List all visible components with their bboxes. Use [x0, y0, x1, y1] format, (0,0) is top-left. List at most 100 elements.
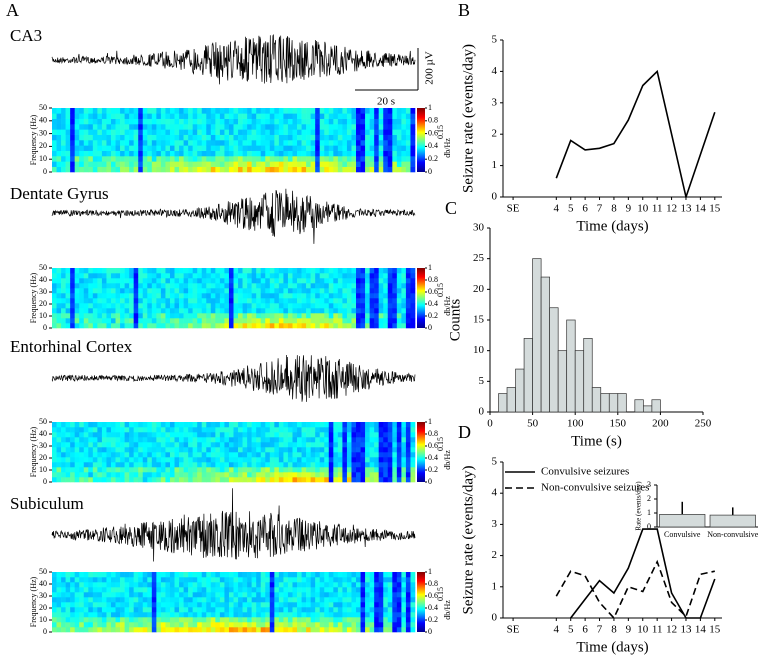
- spectrogram-cell: [278, 145, 284, 151]
- spectrogram-cell: [228, 308, 234, 314]
- spectrogram-cell: [324, 472, 330, 478]
- spectrogram-cell: [333, 437, 339, 443]
- spectrogram-cell: [346, 592, 352, 598]
- spectrogram-cell: [260, 477, 266, 483]
- spectrogram-cell: [387, 432, 393, 438]
- spectrogram-cell: [188, 477, 193, 483]
- spectrogram-cell: [101, 457, 107, 463]
- spectrogram-cell: [365, 323, 370, 329]
- spectrogram-cell: [356, 156, 361, 162]
- spectrogram-cell: [387, 150, 393, 157]
- spectrogram-cell: [251, 323, 257, 329]
- spectrogram-cell: [365, 150, 370, 157]
- spectrogram-cell: [65, 447, 71, 453]
- spectrogram-cell: [197, 577, 203, 583]
- spectrogram-cell: [201, 602, 207, 608]
- spectrogram-cell: [124, 268, 130, 274]
- spectrogram-cell: [351, 129, 357, 135]
- spectrogram-cell: [120, 477, 125, 483]
- spectrogram-cell: [251, 442, 257, 448]
- spectrogram-cell: [133, 118, 139, 125]
- spectrogram-cell: [192, 118, 198, 125]
- spectrogram-cell: [274, 467, 280, 473]
- spectrogram-cell: [74, 607, 80, 613]
- spectrogram-cell: [97, 150, 103, 157]
- spectrogram-cell: [97, 592, 103, 598]
- spectrogram-cell: [147, 323, 153, 329]
- spectrogram-cell: [342, 278, 348, 284]
- spectrogram-cell: [233, 150, 239, 157]
- spectrogram-cell: [52, 597, 57, 603]
- spectrogram-cell: [315, 166, 321, 173]
- spectrogram-cell: [228, 592, 234, 598]
- spectrogram-cell: [392, 278, 398, 284]
- spectrogram-cell: [360, 303, 366, 309]
- spectrogram-cell: [360, 612, 366, 618]
- spectrogram-cell: [138, 108, 144, 114]
- spectrogram-cell: [147, 442, 153, 448]
- spectrogram-cell: [360, 587, 366, 593]
- spectrogram-cell: [92, 447, 98, 453]
- spectrogram-cell: [387, 582, 393, 588]
- spectrogram-cell: [346, 587, 352, 593]
- spectrogram-cell: [165, 572, 171, 578]
- spectrogram-cell: [120, 617, 125, 623]
- spectrogram-cell: [315, 161, 321, 167]
- spectrogram-cell: [115, 145, 121, 151]
- spectrogram-cell: [337, 622, 343, 628]
- spectrogram-cell: [301, 303, 307, 309]
- spectrogram-cell: [365, 293, 370, 299]
- spectrogram-cell: [88, 298, 94, 304]
- spectrogram-cell: [65, 622, 71, 628]
- spectrogram-cell: [301, 150, 307, 157]
- spectrogram-cell: [215, 577, 221, 583]
- spectrogram-cell: [328, 113, 334, 119]
- spectrogram-cell: [278, 134, 284, 141]
- spectrogram-cell: [315, 156, 321, 162]
- spectrogram-cell: [115, 303, 121, 309]
- spectrogram-cell: [292, 572, 298, 578]
- spectrogram-cell: [79, 622, 85, 628]
- spectrogram-cell: [297, 318, 302, 324]
- spectrogram-cell: [61, 572, 66, 578]
- spectrogram-cell: [210, 612, 216, 618]
- spectrogram-cell: [210, 288, 216, 294]
- spectrogram-cell: [210, 323, 216, 329]
- spectrogram-cell: [192, 582, 198, 588]
- spectrogram-cell: [124, 442, 130, 448]
- spectrogram-cell: [74, 313, 80, 319]
- spectrogram-cell: [319, 592, 325, 598]
- spectrogram-cell: [192, 467, 198, 473]
- spectrogram-cell: [387, 617, 393, 623]
- x-tick-label: 15: [709, 624, 721, 636]
- spectrogram-cell: [201, 447, 207, 453]
- spectrogram-cell: [306, 617, 311, 623]
- spectrogram-cell: [219, 477, 225, 483]
- spectrogram-cell: [92, 607, 98, 613]
- spectrogram-cell: [265, 467, 271, 473]
- spectrogram-cell: [183, 323, 189, 329]
- spectrogram-cell: [74, 627, 80, 633]
- spectrogram-cell: [160, 457, 166, 463]
- spectrogram-cell: [315, 477, 321, 483]
- spectrogram-cell: [206, 622, 212, 628]
- spectrogram-cell: [101, 462, 107, 468]
- spectrogram-cell: [192, 592, 198, 598]
- spectrogram-cell: [328, 432, 334, 438]
- spectrogram-cell: [106, 607, 112, 613]
- spectrogram-cell: [374, 283, 379, 289]
- spectrogram-cell: [378, 323, 384, 329]
- spectrogram-cell: [342, 467, 348, 473]
- spectrogram-cell: [156, 308, 162, 314]
- spectrogram-cell: [188, 108, 193, 114]
- spectrogram-cell: [215, 268, 221, 274]
- spectrogram-cell: [106, 437, 112, 443]
- spectrogram-cell: [251, 577, 257, 583]
- spectrogram-cell: [160, 617, 166, 623]
- spectrogram-cell: [70, 273, 75, 279]
- spectrogram-cell: [61, 108, 66, 114]
- spectrogram-cell: [142, 457, 148, 463]
- spectrogram-cell: [242, 278, 248, 284]
- y-tick-label: 30: [39, 287, 47, 296]
- spectrogram-cell: [242, 288, 248, 294]
